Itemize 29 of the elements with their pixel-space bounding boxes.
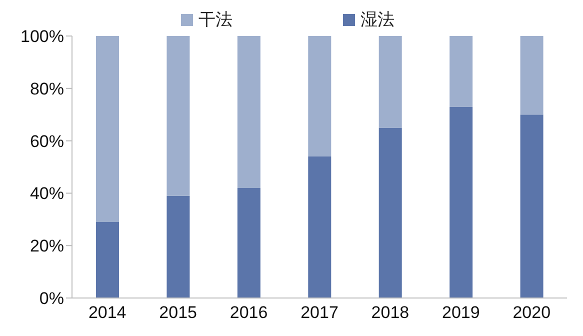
- legend-label: 干法: [198, 9, 232, 31]
- x-tick-label: 2017: [300, 303, 338, 322]
- y-tick-label: 20%: [30, 236, 64, 256]
- bar: [308, 36, 332, 157]
- bar: [166, 196, 190, 298]
- y-tick-label: 40%: [30, 184, 64, 204]
- x-tick-label: 2018: [371, 303, 410, 322]
- bar: [166, 36, 190, 196]
- bar: [520, 36, 544, 115]
- bar: [378, 36, 402, 128]
- x-tick-label: 2020: [512, 303, 551, 322]
- x-tick-label: 2016: [230, 303, 268, 322]
- bar: [237, 188, 260, 298]
- y-tick-label: 0%: [39, 289, 64, 308]
- bar: [450, 106, 473, 298]
- bar: [520, 114, 544, 298]
- y-tick-label: 60%: [30, 132, 64, 151]
- bar: [378, 128, 402, 298]
- bar: [308, 156, 332, 298]
- bar: [96, 36, 119, 222]
- bar: [450, 36, 473, 107]
- bar: [96, 222, 119, 298]
- x-tick-label: 2015: [159, 303, 197, 322]
- legend-label: 湿法: [360, 9, 394, 31]
- x-tick-label: 2014: [88, 303, 126, 322]
- y-tick-label: 80%: [30, 79, 64, 98]
- x-tick-label: 2019: [442, 303, 480, 322]
- y-tick-label: 100%: [20, 27, 64, 46]
- bar: [237, 36, 260, 188]
